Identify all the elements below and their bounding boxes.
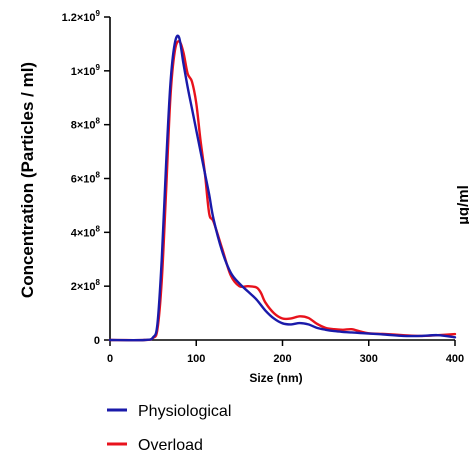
- x-tick-label: 0: [107, 353, 113, 365]
- x-tick-label: 400: [446, 353, 464, 365]
- y-tick-label: 1.2×109: [62, 9, 101, 24]
- series-line-overload: [108, 40, 457, 342]
- x-tick-label: 100: [187, 353, 205, 365]
- legend-label-overload: Overload: [138, 437, 203, 454]
- legend-label-physiological: Physiological: [138, 403, 231, 420]
- y-tick-label: 0: [94, 335, 100, 347]
- y-tick-label: 4×108: [71, 224, 101, 239]
- y-axis-label: Concentration (Particles / ml): [18, 62, 37, 298]
- x-tick-label: 300: [360, 353, 378, 365]
- clipped-neighbor-label: µg/ml: [455, 185, 469, 224]
- x-axis: 0 100 200 300 400: [107, 339, 464, 365]
- x-tick-label: 200: [273, 353, 291, 365]
- y-tick-label: 8×108: [71, 117, 101, 132]
- x-axis-label: Size (nm): [249, 371, 302, 385]
- series-line-physiological: [108, 34, 457, 342]
- y-tick-label: 1×109: [71, 63, 101, 78]
- y-tick-label: 2×108: [71, 278, 101, 293]
- y-tick-label: 6×108: [71, 171, 101, 186]
- series-layer: [108, 34, 457, 342]
- legend: Physiological Overload: [107, 403, 231, 454]
- y-axis: 0 2×108 4×108 6×108 8×108 1×109 1.2×109: [62, 9, 111, 347]
